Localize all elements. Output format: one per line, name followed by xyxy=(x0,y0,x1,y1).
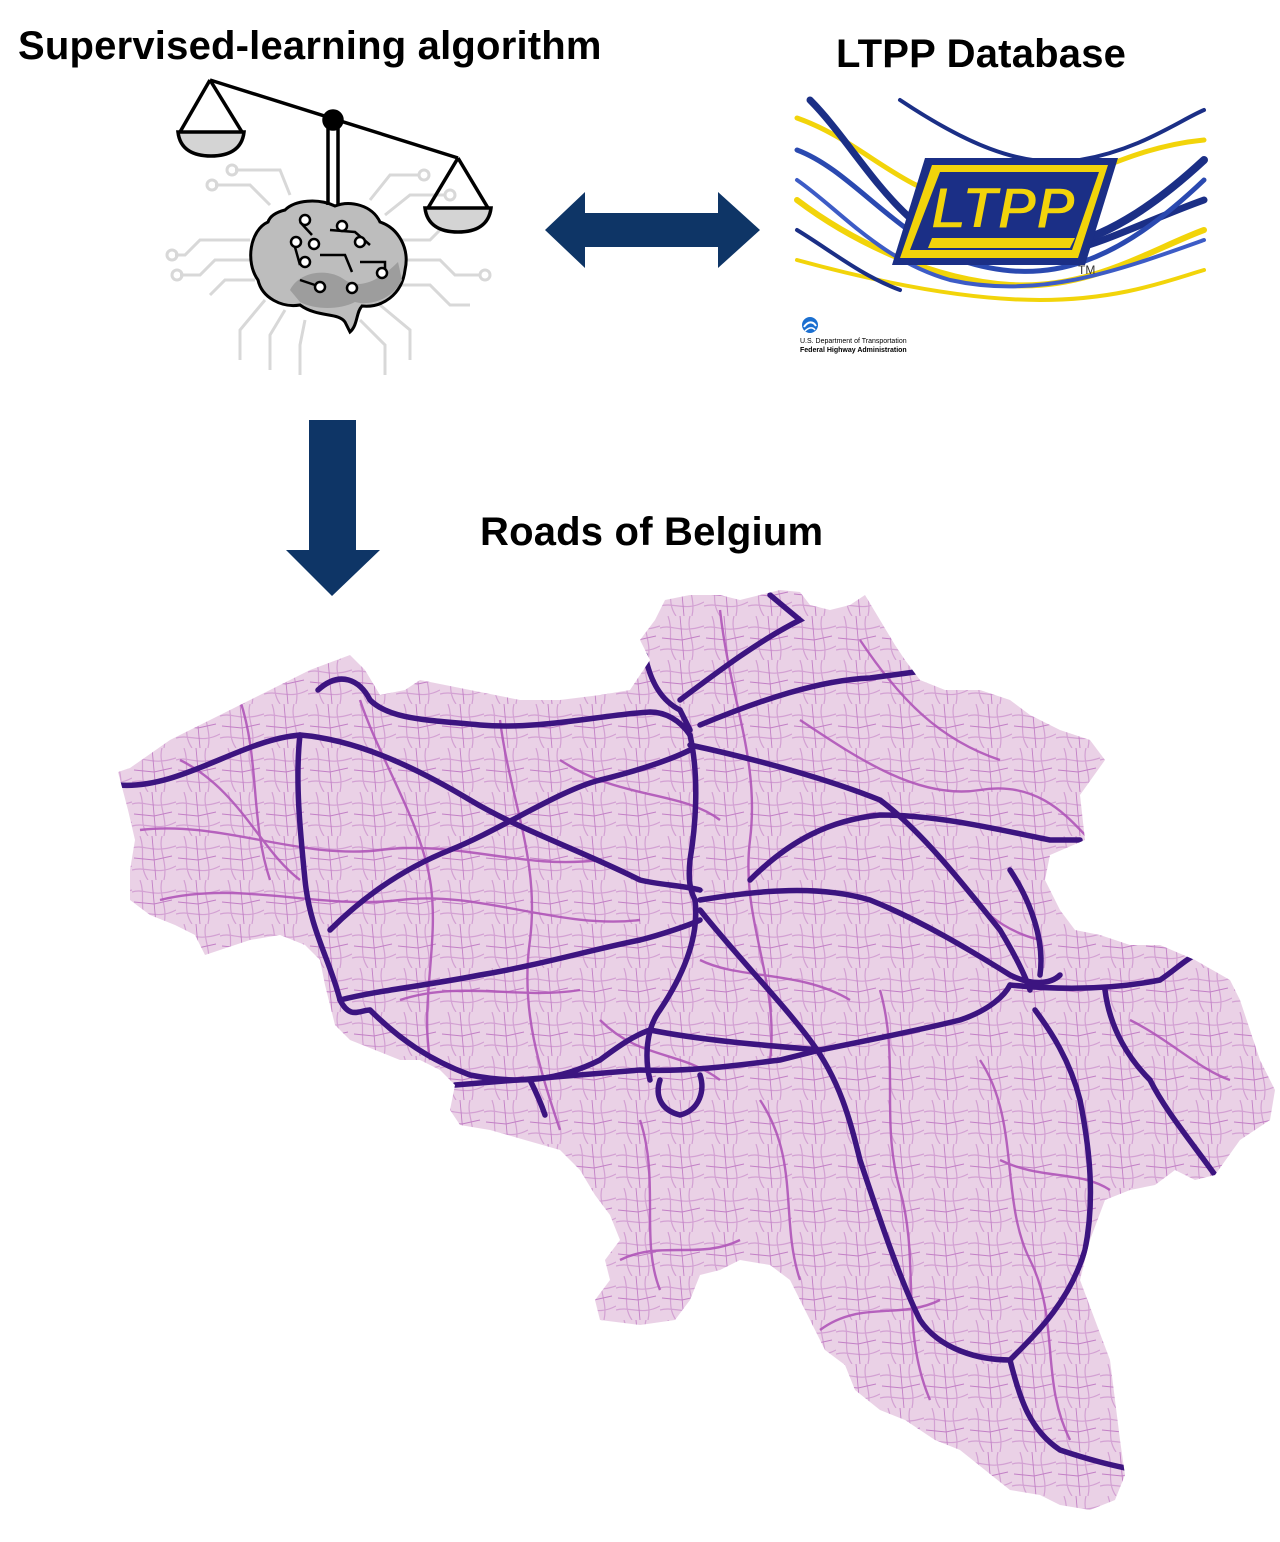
motorways xyxy=(118,592,1218,1473)
fhwa-caption: Federal Highway Administration xyxy=(800,347,907,354)
ltpp-logo: LTPP TM xyxy=(794,96,1208,333)
double-arrow-icon xyxy=(545,192,760,268)
brain-icon xyxy=(249,199,408,335)
trademark-mark: TM xyxy=(1078,263,1095,277)
roads-title: Roads of Belgium xyxy=(480,510,824,554)
belgium-road-map xyxy=(118,590,1275,1510)
usdot-caption: U.S. Department of Transportation xyxy=(800,338,907,345)
database-title: LTPP Database xyxy=(836,32,1127,76)
usdot-icon xyxy=(802,317,818,333)
algorithm-title: Supervised-learning algorithm xyxy=(18,24,602,68)
down-arrow-icon xyxy=(286,420,380,596)
balance-scale-icon xyxy=(176,78,493,234)
ltpp-logo-text: LTPP xyxy=(931,176,1075,241)
brain-circuit-icon xyxy=(165,163,492,375)
